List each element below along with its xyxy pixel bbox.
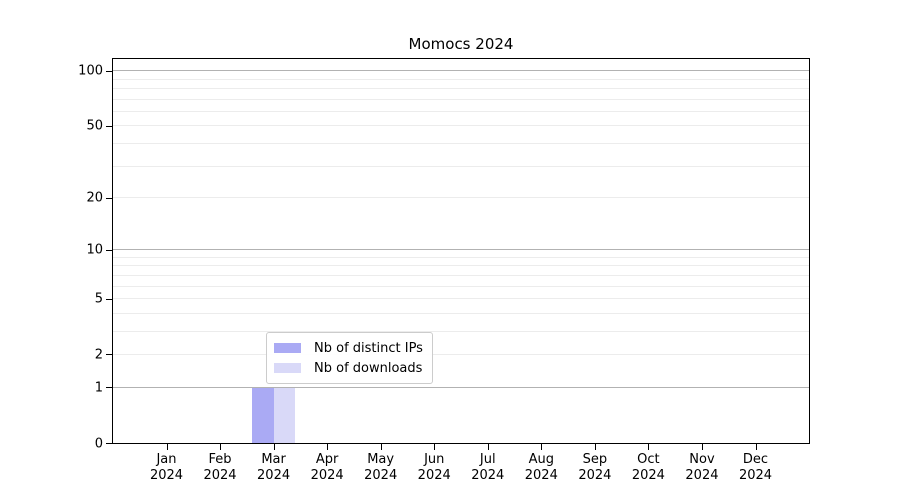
x-tick-label: Aug 2024 xyxy=(525,452,558,484)
minor-gridline xyxy=(113,298,809,300)
y-tick-mark xyxy=(106,298,112,300)
y-tick-mark xyxy=(106,443,112,444)
x-tick-month: Aug xyxy=(528,452,554,467)
y-tick-label: 1 xyxy=(94,380,103,396)
y-tick-mark xyxy=(106,70,112,72)
x-tick-mark xyxy=(487,444,489,450)
x-tick-mark xyxy=(434,444,436,450)
x-tick-month: Nov xyxy=(689,452,715,467)
x-tick-mark xyxy=(166,444,168,450)
y-tick-mark xyxy=(106,354,112,356)
x-tick-year: 2024 xyxy=(149,468,184,483)
minor-gridline xyxy=(113,143,809,145)
x-tick-year: 2024 xyxy=(578,468,612,483)
x-tick-mark xyxy=(220,444,222,450)
y-tick-label: 20 xyxy=(86,190,103,206)
plot-area: Nb of distinct IPs Nb of downloads xyxy=(112,58,810,444)
x-tick-month: Oct xyxy=(637,452,660,467)
x-tick-year: 2024 xyxy=(310,468,344,483)
minor-gridline xyxy=(113,98,809,100)
x-tick-mark xyxy=(594,444,596,450)
legend-entry: Nb of downloads xyxy=(274,358,423,378)
chart-title: Momocs 2024 xyxy=(408,35,514,53)
legend-entry: Nb of distinct IPs xyxy=(274,338,423,358)
minor-gridline xyxy=(113,330,809,332)
x-tick-label: Nov 2024 xyxy=(685,452,718,484)
x-tick-mark xyxy=(380,444,382,450)
bar-nb-of-downloads xyxy=(273,387,296,443)
x-tick-year: 2024 xyxy=(685,468,719,483)
x-tick-month: Sep xyxy=(582,452,608,467)
legend-label: Nb of downloads xyxy=(314,360,423,376)
x-tick-label: Apr 2024 xyxy=(311,452,344,484)
x-tick-mark xyxy=(327,444,329,450)
legend: Nb of distinct IPs Nb of downloads xyxy=(266,332,433,384)
minor-gridline xyxy=(113,78,809,80)
minor-gridline xyxy=(113,265,809,267)
x-tick-label: May 2024 xyxy=(364,452,397,484)
major-gridline xyxy=(113,70,809,72)
x-tick-month: May xyxy=(367,452,395,467)
y-tick-mark xyxy=(106,197,112,199)
x-tick-label: Feb 2024 xyxy=(203,452,236,484)
y-tick-label: 2 xyxy=(94,347,103,363)
x-tick-label: Sep 2024 xyxy=(578,452,611,484)
y-tick-mark xyxy=(106,387,112,389)
x-tick-month: Jul xyxy=(479,452,496,467)
minor-gridline xyxy=(113,312,809,314)
x-tick-label: Jun 2024 xyxy=(418,452,451,484)
x-tick-year: 2024 xyxy=(631,468,665,483)
x-tick-label: Dec 2024 xyxy=(739,452,772,484)
x-tick-year: 2024 xyxy=(203,468,237,483)
x-tick-label: Oct 2024 xyxy=(632,452,665,484)
bar-nb-of-distinct-ips xyxy=(252,387,274,443)
legend-label: Nb of distinct IPs xyxy=(314,340,423,356)
y-tick-label: 50 xyxy=(86,118,103,134)
x-tick-mark xyxy=(701,444,703,450)
y-tick-label: 5 xyxy=(94,291,103,307)
x-tick-label: Jan 2024 xyxy=(150,452,183,484)
x-tick-mark xyxy=(648,444,650,450)
x-tick-year: 2024 xyxy=(471,468,505,483)
x-tick-label: Mar 2024 xyxy=(257,452,290,484)
legend-swatch xyxy=(274,363,301,373)
x-tick-label: Jul 2024 xyxy=(471,452,504,484)
minor-gridline xyxy=(113,197,809,198)
major-gridline xyxy=(113,386,809,388)
y-tick-label: 0 xyxy=(94,436,103,451)
x-tick-mark xyxy=(273,444,275,450)
minor-gridline xyxy=(113,111,809,113)
y-tick-mark xyxy=(106,249,112,251)
x-tick-month: Dec xyxy=(742,452,769,467)
x-tick-month: Jan xyxy=(156,452,177,467)
minor-gridline xyxy=(113,285,809,287)
x-tick-year: 2024 xyxy=(738,468,773,483)
x-tick-mark xyxy=(541,444,543,450)
minor-gridline xyxy=(113,274,809,276)
x-tick-year: 2024 xyxy=(364,468,398,483)
y-tick-mark xyxy=(106,125,112,127)
y-tick-label: 10 xyxy=(86,242,103,258)
x-tick-year: 2024 xyxy=(257,468,291,483)
minor-gridline xyxy=(113,256,809,258)
x-tick-year: 2024 xyxy=(524,468,558,483)
minor-gridline xyxy=(113,88,809,90)
legend-swatch xyxy=(274,343,301,353)
x-tick-month: Apr xyxy=(315,452,339,467)
x-tick-month: Feb xyxy=(208,452,232,467)
minor-gridline xyxy=(113,353,809,355)
y-tick-label: 100 xyxy=(78,63,103,79)
minor-gridline xyxy=(113,165,809,167)
major-gridline xyxy=(113,249,809,251)
minor-gridline xyxy=(113,125,809,127)
x-tick-mark xyxy=(755,444,757,450)
x-tick-month: Mar xyxy=(261,452,286,467)
x-tick-year: 2024 xyxy=(417,468,451,483)
x-tick-month: Jun xyxy=(424,452,445,467)
